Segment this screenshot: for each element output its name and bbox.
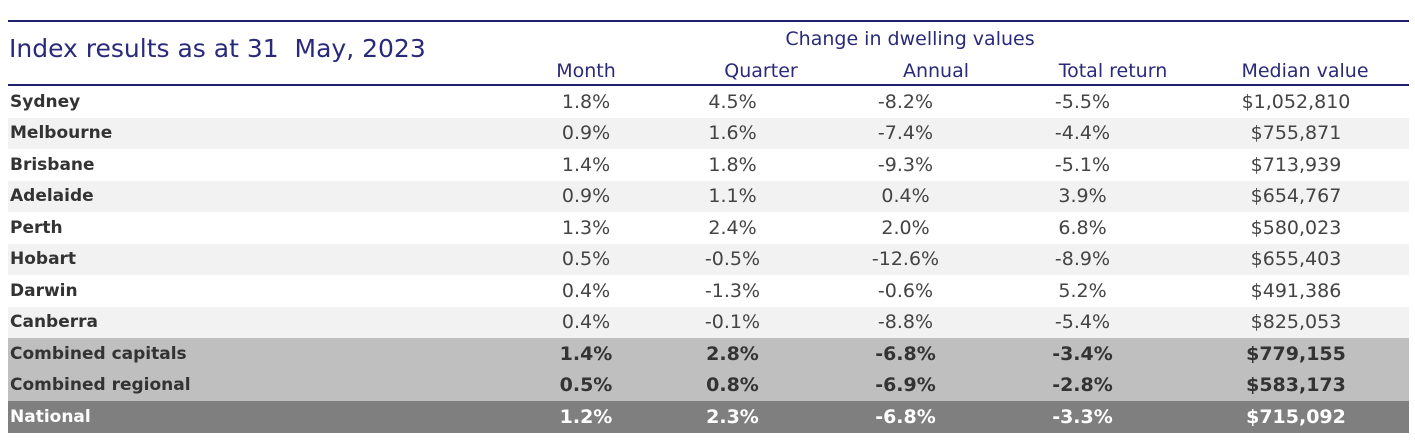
month-cell: 1.4% [536, 338, 636, 370]
table-row: Combined capitals 1.4% 2.8% -6.8% -3.4% $779,… [8, 338, 1409, 370]
table-row: Darwin 0.4% -1.3% -0.6% 5.2% $491,386 [8, 275, 1409, 307]
month-cell: 1.2% [536, 401, 636, 433]
quarter-cell: 2.8% [636, 338, 829, 370]
region-name-cell: Brisbane [10, 154, 95, 175]
month-cell: 1.3% [561, 216, 611, 239]
page-title: Index results as at 31 May, 2023 [9, 34, 426, 63]
month-cell: 1.4% [561, 153, 611, 176]
annual-cell: -0.6% [877, 279, 934, 302]
annual-cell: -6.8% [829, 338, 982, 370]
quarter-cell: 1.6% [636, 117, 829, 149]
annual-cell: 0.4% [829, 180, 982, 212]
region-name-cell: Melbourne [8, 117, 536, 149]
median-value-cell: $715,092 [1183, 401, 1409, 433]
quarter-cell: 4.5% [708, 90, 757, 113]
month-cell: 0.9% [536, 117, 636, 149]
quarter-cell: 2.4% [708, 216, 757, 239]
region-name-cell: Sydney [10, 91, 81, 112]
annual-cell: -8.2% [877, 90, 934, 113]
annual-cell: 2.0% [881, 216, 930, 239]
header-rule [8, 84, 1409, 86]
region-name-cell: Hobart [8, 243, 536, 275]
median-value-cell: $755,871 [1183, 117, 1409, 149]
annual-cell: -6.8% [829, 401, 982, 433]
median-value-cell: $654,767 [1183, 180, 1409, 212]
region-name-cell: Adelaide [8, 180, 536, 212]
median-value-cell: $1,052,810 [1241, 90, 1351, 113]
total-return-cell: 3.9% [982, 180, 1183, 212]
total-return-cell: -5.5% [1054, 90, 1111, 113]
quarter-cell: -1.3% [704, 279, 761, 302]
quarter-cell: -0.5% [636, 243, 829, 275]
median-value-cell: $583,173 [1183, 369, 1409, 401]
table-row: National 1.2% 2.3% -6.8% -3.3% $715,092 [8, 401, 1409, 433]
total-return-cell: -3.3% [982, 401, 1183, 433]
annual-cell: -9.3% [877, 153, 934, 176]
quarter-cell: 2.3% [636, 401, 829, 433]
median-value-cell: $825,053 [1183, 306, 1409, 338]
region-name-cell: Canberra [8, 306, 536, 338]
quarter-cell: -0.1% [636, 306, 829, 338]
table-row: Perth 1.3% 2.4% 2.0% 6.8% $580,023 [8, 212, 1409, 244]
month-cell: 0.4% [561, 279, 611, 302]
region-name-cell: National [8, 401, 536, 433]
quarter-cell: 1.1% [636, 180, 829, 212]
annual-cell: -6.9% [829, 369, 982, 401]
month-cell: 0.9% [536, 180, 636, 212]
total-return-cell: 5.2% [1058, 279, 1107, 302]
region-name-cell: Combined regional [8, 369, 536, 401]
top-rule [8, 20, 1409, 22]
results-table: Sydney 1.8% 4.5% -8.2% -5.5% $1,052,810 Melbou… [8, 86, 1409, 433]
total-return-cell: -3.4% [982, 338, 1183, 370]
total-return-cell: -5.4% [982, 306, 1183, 338]
total-return-cell: -5.1% [1054, 153, 1111, 176]
group-header: Change in dwelling values [785, 28, 1035, 50]
column-header-month: Month [556, 60, 616, 82]
region-name-cell: Combined capitals [8, 338, 536, 370]
total-return-cell: -4.4% [982, 117, 1183, 149]
table-row: Melbourne 0.9% 1.6% -7.4% -4.4% $755,871 [8, 117, 1409, 149]
table-row: Brisbane 1.4% 1.8% -9.3% -5.1% $713,939 [8, 149, 1409, 181]
median-value-cell: $580,023 [1250, 216, 1342, 239]
region-name-cell: Perth [10, 217, 63, 238]
table-row: Hobart 0.5% -0.5% -12.6% -8.9% $655,403 [8, 243, 1409, 275]
region-name-cell: Darwin [10, 280, 78, 301]
median-value-cell: $655,403 [1183, 243, 1409, 275]
quarter-cell: 0.8% [636, 369, 829, 401]
median-value-cell: $713,939 [1250, 153, 1342, 176]
annual-cell: -8.8% [829, 306, 982, 338]
table-row: Combined regional 0.5% 0.8% -6.9% -2.8% $583,… [8, 369, 1409, 401]
annual-cell: -7.4% [829, 117, 982, 149]
month-cell: 0.4% [536, 306, 636, 338]
quarter-cell: 1.8% [708, 153, 757, 176]
table-row: Adelaide 0.9% 1.1% 0.4% 3.9% $654,767 [8, 180, 1409, 212]
month-cell: 0.5% [536, 369, 636, 401]
column-header-median-value: Median value [1241, 60, 1369, 82]
total-return-cell: -8.9% [982, 243, 1183, 275]
table-row: Sydney 1.8% 4.5% -8.2% -5.5% $1,052,810 [8, 86, 1409, 118]
total-return-cell: 6.8% [1058, 216, 1107, 239]
median-value-cell: $491,386 [1250, 279, 1342, 302]
column-header-total-return: Total return [1058, 60, 1168, 82]
median-value-cell: $779,155 [1183, 338, 1409, 370]
column-header-annual: Annual [902, 60, 970, 82]
month-cell: 0.5% [536, 243, 636, 275]
table-row: Canberra 0.4% -0.1% -8.8% -5.4% $825,053 [8, 306, 1409, 338]
month-cell: 1.8% [561, 90, 611, 113]
annual-cell: -12.6% [829, 243, 982, 275]
column-header-quarter: Quarter [724, 60, 798, 82]
total-return-cell: -2.8% [982, 369, 1183, 401]
